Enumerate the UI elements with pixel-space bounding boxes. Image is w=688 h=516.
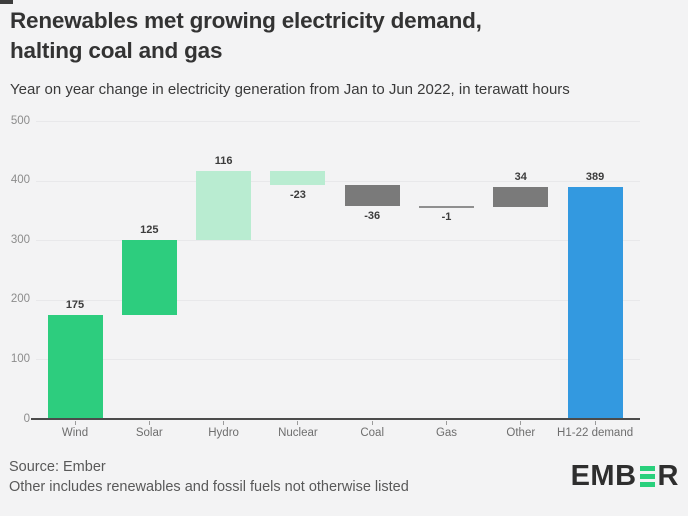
grid-line (36, 359, 640, 361)
ember-logo-text-before: EMB (570, 460, 637, 492)
screen-corner-artifact (0, 0, 13, 4)
bar-value-label: 389 (585, 171, 605, 184)
bar-coal (344, 184, 400, 207)
x-axis-line (31, 418, 640, 420)
bar-value-label: 175 (65, 298, 85, 311)
x-tick-label-hydro: Hydro (208, 427, 239, 439)
grid-line (36, 121, 640, 122)
x-axis-tick (594, 421, 596, 425)
bar-value-label: -23 (289, 188, 306, 201)
y-tick-label: 400 (10, 174, 30, 187)
y-tick-label: 500 (10, 114, 30, 127)
x-axis-tick (446, 421, 447, 425)
x-tick-label-solar: Solar (135, 427, 163, 439)
x-axis-tick (223, 421, 225, 425)
grid-line (36, 180, 640, 182)
bar-h1-22-demand (567, 187, 623, 419)
ember-logo-green-e-icon (639, 466, 655, 487)
bar-value-label: 34 (514, 170, 527, 183)
x-tick-label-other: Other (506, 427, 536, 439)
grid-line (36, 299, 640, 301)
bar-gas (419, 206, 474, 208)
x-tick-label-wind: Wind (61, 427, 89, 439)
ember-logo: EMB R (571, 460, 679, 493)
bar-hydro (196, 171, 252, 241)
methodology-note: Other includes renewables and fossil fue… (9, 479, 409, 495)
grid-line (36, 240, 640, 242)
ember-logo-text-after: R (657, 460, 679, 492)
bar-value-label: 125 (140, 224, 159, 237)
x-tick-label-h1-22-demand: H1-22 demand (557, 427, 634, 439)
y-tick-label: 0 (23, 412, 30, 425)
chart-title: Renewables met growing electricity deman… (10, 6, 590, 66)
chart-title-line1: Renewables met growing electricity deman… (10, 8, 482, 33)
bar-nuclear (270, 171, 326, 185)
x-axis-tick (371, 421, 373, 425)
bar-solar (121, 240, 177, 315)
bar-wind (47, 314, 103, 419)
chart-subtitle: Year on year change in electricity gener… (10, 81, 570, 98)
bar-value-label: 116 (214, 155, 233, 168)
x-axis-tick (520, 421, 522, 425)
y-tick-label: 100 (10, 352, 30, 365)
x-tick-label-nuclear: Nuclear (278, 427, 318, 439)
source-note: Source: Ember (9, 459, 106, 475)
x-tick-label-coal: Coal (360, 427, 385, 439)
x-axis-tick (148, 421, 150, 425)
bar-value-label: -36 (364, 210, 381, 223)
x-axis-tick (297, 421, 299, 425)
x-tick-label-gas: Gas (435, 427, 458, 439)
bar-other (493, 186, 549, 207)
y-tick-label: 300 (10, 233, 30, 246)
x-axis-tick (74, 421, 76, 425)
bar-value-label: -1 (441, 210, 452, 223)
chart-title-line2: halting coal and gas (10, 38, 223, 63)
y-tick-label: 200 (10, 293, 30, 306)
